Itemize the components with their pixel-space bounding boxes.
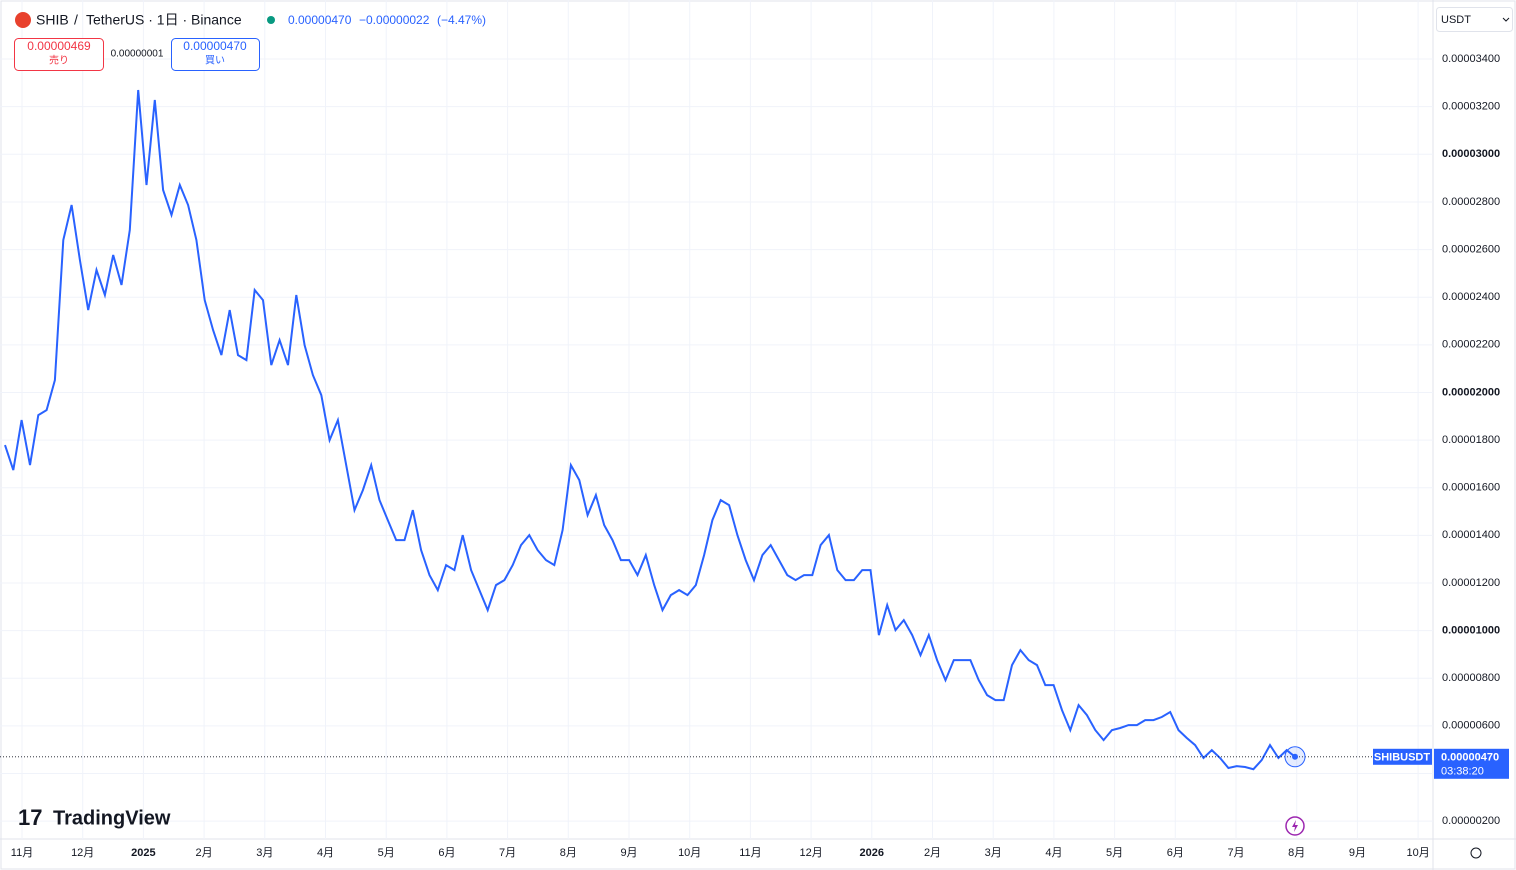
- countdown: 03:38:20: [1441, 766, 1484, 778]
- buy-price[interactable]: 0.00000470: [183, 39, 247, 53]
- x-tick-label: 3月: [256, 847, 273, 859]
- x-tick-label: 9月: [620, 847, 637, 859]
- grid: [0, 0, 1433, 839]
- x-tick-label: 5月: [1106, 847, 1123, 859]
- x-tick-label: 12月: [71, 847, 94, 859]
- x-tick-label: 7月: [499, 847, 516, 859]
- x-tick-label: 6月: [438, 847, 455, 859]
- x-tick-label: 11月: [739, 847, 761, 859]
- last-point: [1292, 753, 1298, 760]
- symbol-tag-label: SHIBUSDT: [1374, 752, 1431, 764]
- buy-button[interactable]: [171, 38, 260, 71]
- change-pct: (−4.47%): [437, 13, 486, 27]
- sell-button[interactable]: [14, 38, 104, 71]
- symbol-tag: [1373, 748, 1432, 765]
- x-tick-label: 10月: [1406, 847, 1429, 859]
- price-line: [4, 89, 1296, 771]
- change: −0.00000022: [359, 13, 430, 27]
- x-tick-label: 3月: [985, 847, 1002, 859]
- x-tick-label: 8月: [560, 847, 577, 859]
- y-tick-label: 0.00002400: [1442, 291, 1500, 303]
- separator: /: [74, 12, 78, 28]
- status-dot: [267, 16, 275, 24]
- y-tick-label: 0.00003200: [1442, 101, 1500, 113]
- price-tag-label: 0.00000470: [1441, 752, 1499, 764]
- spread: 0.00000001: [111, 49, 164, 60]
- y-tick-label: 0.00000800: [1442, 672, 1500, 684]
- logo-mark: 17: [18, 805, 42, 830]
- x-tick-label: 5月: [378, 847, 395, 859]
- x-tick-label: 2月: [924, 847, 941, 859]
- description: TetherUS · 1日 · Binance: [86, 12, 242, 28]
- logo: TradingView: [53, 807, 171, 829]
- y-tick-label: 0.00002800: [1442, 196, 1500, 208]
- x-tick-label: 4月: [1045, 847, 1062, 859]
- y-tick-label: 0.00001600: [1442, 482, 1500, 494]
- x-tick-label: 8月: [1288, 847, 1305, 859]
- y-tick-label: 0.00000600: [1442, 720, 1500, 732]
- currency[interactable]: USDT: [1441, 14, 1471, 26]
- plot: [0, 89, 1433, 771]
- symbol[interactable]: SHIB: [36, 12, 69, 28]
- y-tick-label: 0.00002600: [1442, 243, 1500, 255]
- x-tick-label: 12月: [799, 847, 822, 859]
- x-tick-label: 2025: [131, 847, 155, 859]
- y-tick-label: 0.00000200: [1442, 815, 1500, 827]
- y-tick-label: 0.00003400: [1442, 53, 1500, 65]
- x-tick-label: 6月: [1167, 847, 1184, 859]
- y-tick-label: 0.00001200: [1442, 577, 1500, 589]
- x-tick-label: 10月: [678, 847, 701, 859]
- y-tick-label: 0.00002200: [1442, 339, 1500, 351]
- y-tick-label: 0.00001400: [1442, 529, 1500, 541]
- x-tick-label: 4月: [317, 847, 334, 859]
- sell-label[interactable]: 売り: [49, 54, 69, 67]
- buy-label[interactable]: 買い: [205, 55, 225, 67]
- x-tick-label: 7月: [1227, 847, 1244, 859]
- y-tick-label: 0.00003000: [1442, 148, 1500, 160]
- x-tick-label: 11月: [11, 847, 33, 859]
- price-tag: [1434, 748, 1509, 779]
- y-tick-label: 0.00001000: [1442, 624, 1500, 636]
- x-tick-label: 2026: [860, 847, 884, 859]
- sell-price[interactable]: 0.00000469: [27, 39, 91, 53]
- lightning-glyph: [1292, 820, 1298, 832]
- settings-icon[interactable]: [1470, 847, 1482, 859]
- x-tick-label: 9月: [1349, 847, 1366, 859]
- symbol-icon: [15, 12, 31, 28]
- y-tick-label: 0.00002000: [1442, 386, 1500, 398]
- price: 0.00000470: [288, 13, 352, 27]
- x-tick-label: 2月: [196, 847, 213, 859]
- currency-select[interactable]: [1436, 7, 1513, 32]
- y-tick-label: 0.00001800: [1442, 434, 1500, 446]
- dropdown-arrow: [1502, 17, 1510, 22]
